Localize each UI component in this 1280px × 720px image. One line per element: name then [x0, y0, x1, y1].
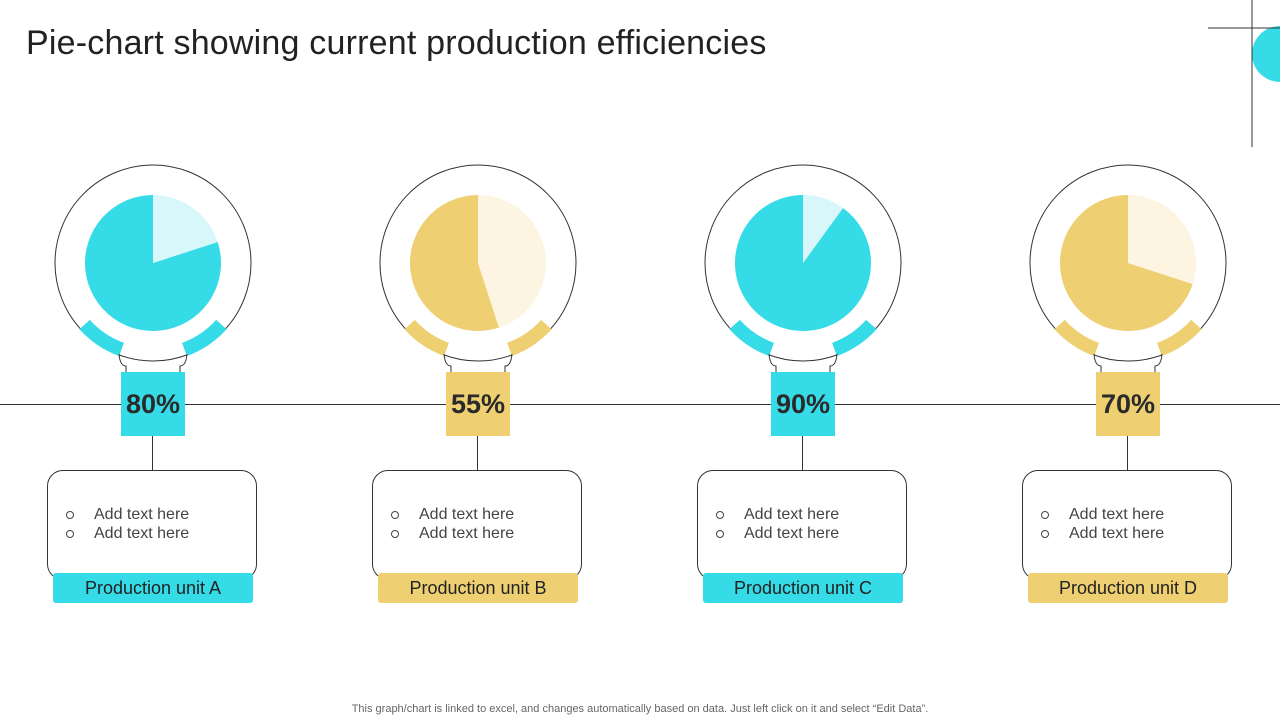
pie-frame [1029, 164, 1227, 375]
circle-bullet-icon [1041, 510, 1049, 519]
percentage-box: 70% [1096, 372, 1160, 436]
text-card: Add text here Add text here [697, 470, 907, 580]
bullet-list: Add text here Add text here [391, 505, 514, 543]
production-unit-b: 55% Add text here Add text here Production … [358, 150, 598, 620]
accent-arc-right [181, 319, 227, 357]
bullet-text: Add text here [744, 524, 840, 542]
pie-slice-value [409, 195, 500, 331]
bullet-list: Add text here Add text here [1041, 505, 1164, 543]
bullet-text: Add text here [419, 505, 515, 523]
text-card: Add text here Add text here [47, 470, 257, 580]
stem-line [477, 436, 478, 470]
outer-ring [704, 164, 902, 362]
corner-circle [1252, 26, 1280, 82]
bullet-item: Add text here [391, 524, 514, 543]
bullet-item: Add text here [66, 524, 189, 543]
production-unit-a: 80% Add text here Add text here Production … [33, 150, 273, 620]
accent-arc-right [831, 319, 877, 357]
bullet-list: Add text here Add text here [716, 505, 839, 543]
bullet-text: Add text here [1069, 505, 1165, 523]
unit-label: Production unit D [1028, 573, 1228, 603]
pie-slice-value [84, 195, 221, 331]
pie-slice-value [1059, 195, 1193, 331]
connector-lines [443, 353, 513, 375]
bullet-item: Add text here [716, 524, 839, 543]
pie-chart-group: 80% Add text here Add text here Production … [0, 150, 1280, 620]
circle-bullet-icon [66, 510, 74, 519]
accent-arc-left [404, 319, 450, 357]
pie-frame [54, 164, 252, 375]
percentage-box: 90% [771, 372, 835, 436]
circle-bullet-icon [716, 529, 724, 538]
bullet-text: Add text here [94, 524, 190, 542]
pie-frame [379, 164, 577, 375]
stem-line [802, 436, 803, 470]
accent-arc-right [506, 319, 552, 357]
pie-slice-remainder [478, 195, 546, 328]
footnote: This graph/chart is linked to excel, and… [351, 703, 929, 715]
timeline-line [0, 404, 1280, 405]
unit-label: Production unit A [53, 573, 253, 603]
connector-lines [118, 353, 188, 375]
stem-line [1127, 436, 1128, 470]
pie-slice-remainder [803, 195, 843, 263]
percentage-box: 80% [121, 372, 185, 436]
text-card: Add text here Add text here [1022, 470, 1232, 580]
accent-arc-left [79, 319, 125, 357]
pie-slice-remainder [1128, 195, 1196, 285]
bullet-text: Add text here [419, 524, 515, 542]
pie-slice-value [734, 195, 871, 331]
bullet-item: Add text here [1041, 505, 1164, 524]
circle-bullet-icon [716, 510, 724, 519]
connector-lines [768, 353, 838, 375]
corner-decoration [1208, 0, 1280, 147]
accent-arc-right [1156, 319, 1202, 357]
production-unit-c: 90% Add text here Add text here Production … [683, 150, 923, 620]
circle-bullet-icon [391, 529, 399, 538]
bullet-list: Add text here Add text here [66, 505, 189, 543]
unit-label: Production unit C [703, 573, 903, 603]
unit-label: Production unit B [378, 573, 578, 603]
bullet-item: Add text here [66, 505, 189, 524]
percentage-box: 55% [446, 372, 510, 436]
circle-bullet-icon [391, 510, 399, 519]
connector-lines [1093, 353, 1163, 375]
accent-arc-left [729, 319, 775, 357]
bullet-item: Add text here [1041, 524, 1164, 543]
circle-bullet-icon [1041, 529, 1049, 538]
accent-arc-left [1054, 319, 1100, 357]
bullet-text: Add text here [94, 505, 190, 523]
page-title: Pie-chart showing current production eff… [26, 24, 767, 62]
pie-frame [704, 164, 902, 375]
text-card: Add text here Add text here [372, 470, 582, 580]
production-unit-d: 70% Add text here Add text here Production … [1008, 150, 1248, 620]
bullet-text: Add text here [1069, 524, 1165, 542]
circle-bullet-icon [66, 529, 74, 538]
outer-ring [379, 164, 577, 362]
outer-ring [54, 164, 252, 362]
pie-slice-remainder [153, 195, 218, 263]
bullet-item: Add text here [391, 505, 514, 524]
stem-line [152, 436, 153, 470]
bullet-item: Add text here [716, 505, 839, 524]
bullet-text: Add text here [744, 505, 840, 523]
outer-ring [1029, 164, 1227, 362]
